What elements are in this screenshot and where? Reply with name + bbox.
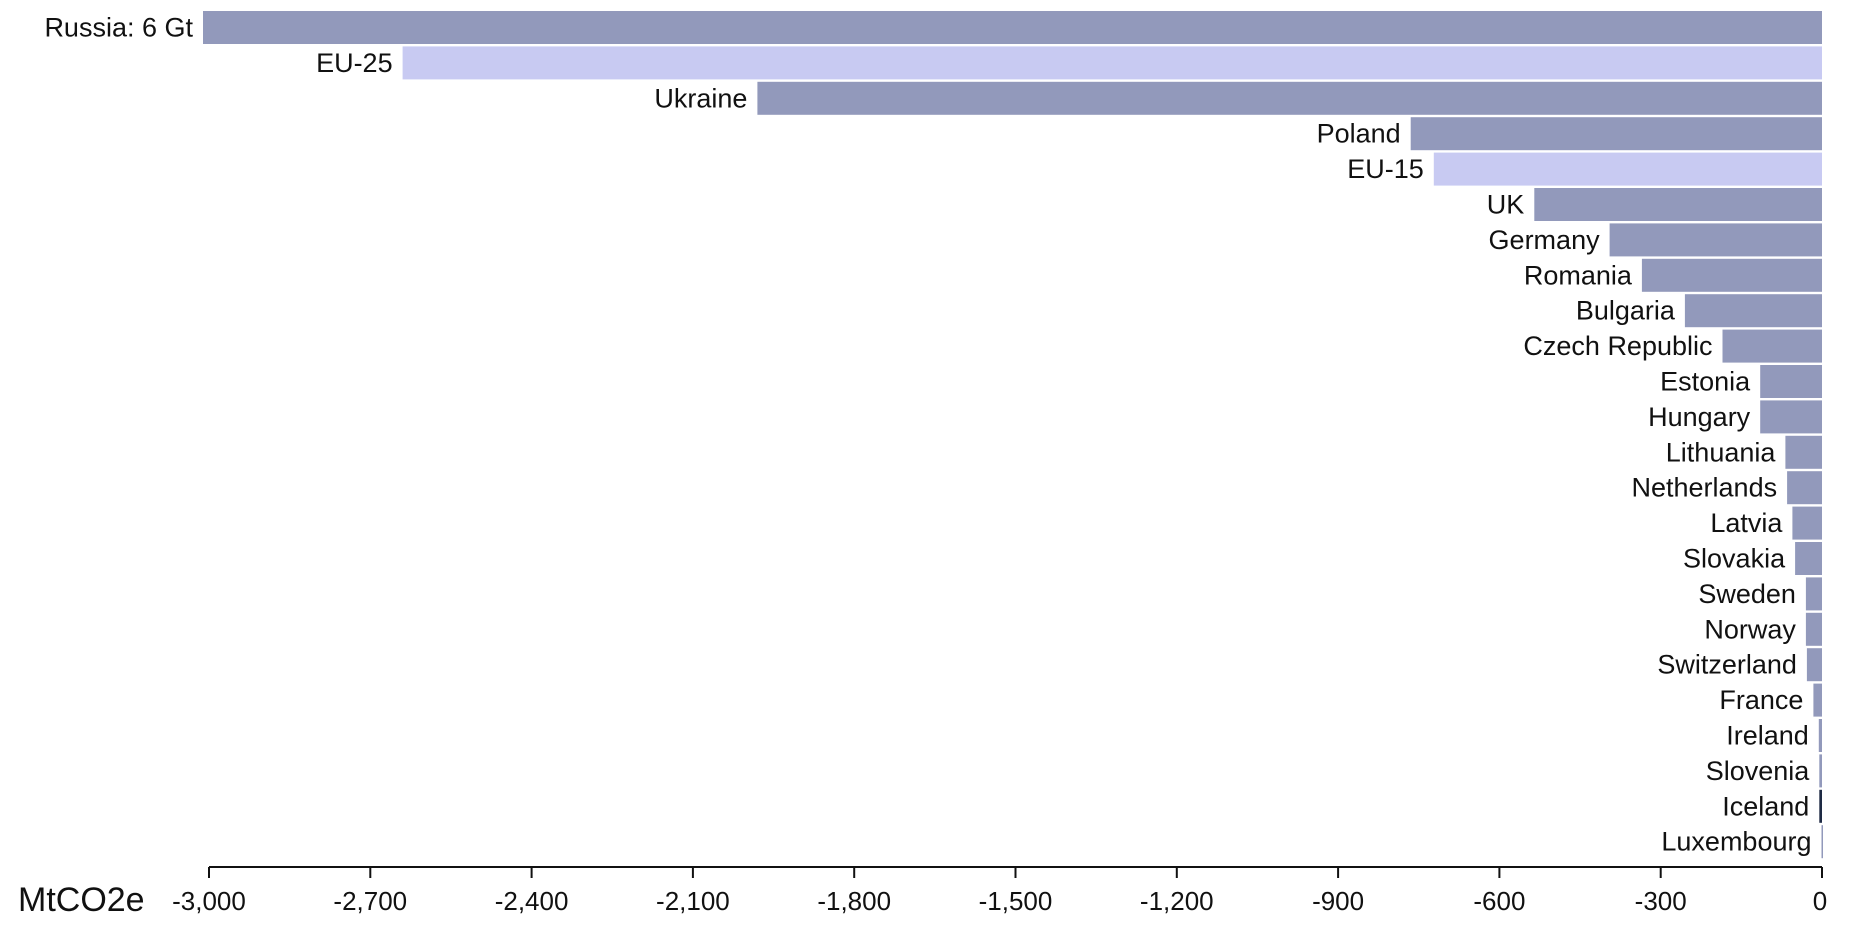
unit-label: MtCO2e	[18, 881, 145, 919]
bar-label-germany: Germany	[1489, 225, 1601, 255]
bar-estonia	[1760, 365, 1822, 398]
x-tick-label: -600	[1473, 886, 1525, 916]
bar-label-france: France	[1719, 685, 1803, 715]
bar-luxembourg	[1821, 825, 1823, 859]
bar-label-hungary: Hungary	[1648, 402, 1751, 432]
x-tick-label: -1,800	[817, 886, 891, 916]
bar-label-slovenia: Slovenia	[1706, 756, 1811, 786]
x-tick-label: -3,000	[172, 886, 246, 916]
bar-label-czech-republic: Czech Republic	[1523, 331, 1712, 361]
bar-sweden	[1805, 577, 1822, 611]
bar-eu-15	[1433, 152, 1822, 186]
x-axis: -3,000 -2,700 -2,400 -2,100 -1,800 -1,500 -1,2…	[172, 866, 1827, 916]
x-tick-label: -900	[1312, 886, 1364, 916]
bar-label-latvia: Latvia	[1710, 508, 1783, 538]
x-tick-label: -1,500	[979, 886, 1053, 916]
bar-label-iceland: Iceland	[1722, 791, 1809, 821]
bar-lithuania	[1785, 435, 1822, 469]
bar-norway	[1805, 612, 1822, 646]
bar-label-estonia: Estonia	[1660, 367, 1751, 397]
bar-label-switzerland: Switzerland	[1657, 650, 1797, 680]
bar-uk	[1534, 188, 1822, 221]
bar-slovakia	[1795, 542, 1822, 575]
bar-label-slovakia: Slovakia	[1683, 544, 1786, 574]
bar-eu-25	[402, 46, 1823, 80]
x-tick-label: -300	[1635, 886, 1687, 916]
bar-label-luxembourg: Luxembourg	[1661, 827, 1811, 857]
bar-ireland	[1818, 719, 1822, 752]
bar-poland	[1410, 117, 1822, 151]
bar-label-russia-6-gt: Russia: 6 Gt	[44, 13, 193, 43]
bar-bulgaria	[1684, 294, 1822, 328]
bar-ukraine	[757, 81, 1822, 115]
bar-label-eu-15: EU-15	[1347, 154, 1424, 184]
bar-label-eu-25: EU-25	[316, 48, 393, 78]
bar-russia-6-gt	[203, 11, 1822, 44]
bar-label-norway: Norway	[1704, 614, 1796, 644]
bar-label-bulgaria: Bulgaria	[1576, 296, 1676, 326]
x-tick-label: -1,200	[1140, 886, 1214, 916]
bar-labels: Russia: 6 Gt EU-25 Ukraine Poland EU-15 UK Ger…	[44, 13, 1811, 857]
x-tick-label: -2,100	[656, 886, 730, 916]
bar-label-uk: UK	[1487, 190, 1525, 220]
x-tick-label: 0	[1813, 886, 1827, 916]
bar-switzerland	[1806, 648, 1822, 682]
bars	[203, 11, 1823, 859]
bar-netherlands	[1787, 471, 1822, 505]
bar-label-ireland: Ireland	[1726, 721, 1809, 751]
bar-label-ukraine: Ukraine	[654, 83, 747, 113]
bar-label-sweden: Sweden	[1698, 579, 1796, 609]
bar-label-romania: Romania	[1524, 260, 1633, 290]
bar-latvia	[1792, 506, 1822, 540]
bar-romania	[1641, 258, 1822, 292]
bar-hungary	[1760, 400, 1822, 434]
bar-france	[1813, 683, 1822, 717]
bar-germany	[1609, 223, 1822, 257]
x-tick-label: -2,400	[495, 886, 569, 916]
bar-iceland	[1819, 789, 1822, 823]
bar-label-netherlands: Netherlands	[1632, 473, 1778, 503]
bar-slovenia	[1819, 754, 1822, 788]
bar-label-lithuania: Lithuania	[1666, 437, 1777, 467]
x-tick-label: -2,700	[333, 886, 407, 916]
bar-czech-republic	[1722, 329, 1822, 363]
bar-label-poland: Poland	[1317, 119, 1401, 149]
